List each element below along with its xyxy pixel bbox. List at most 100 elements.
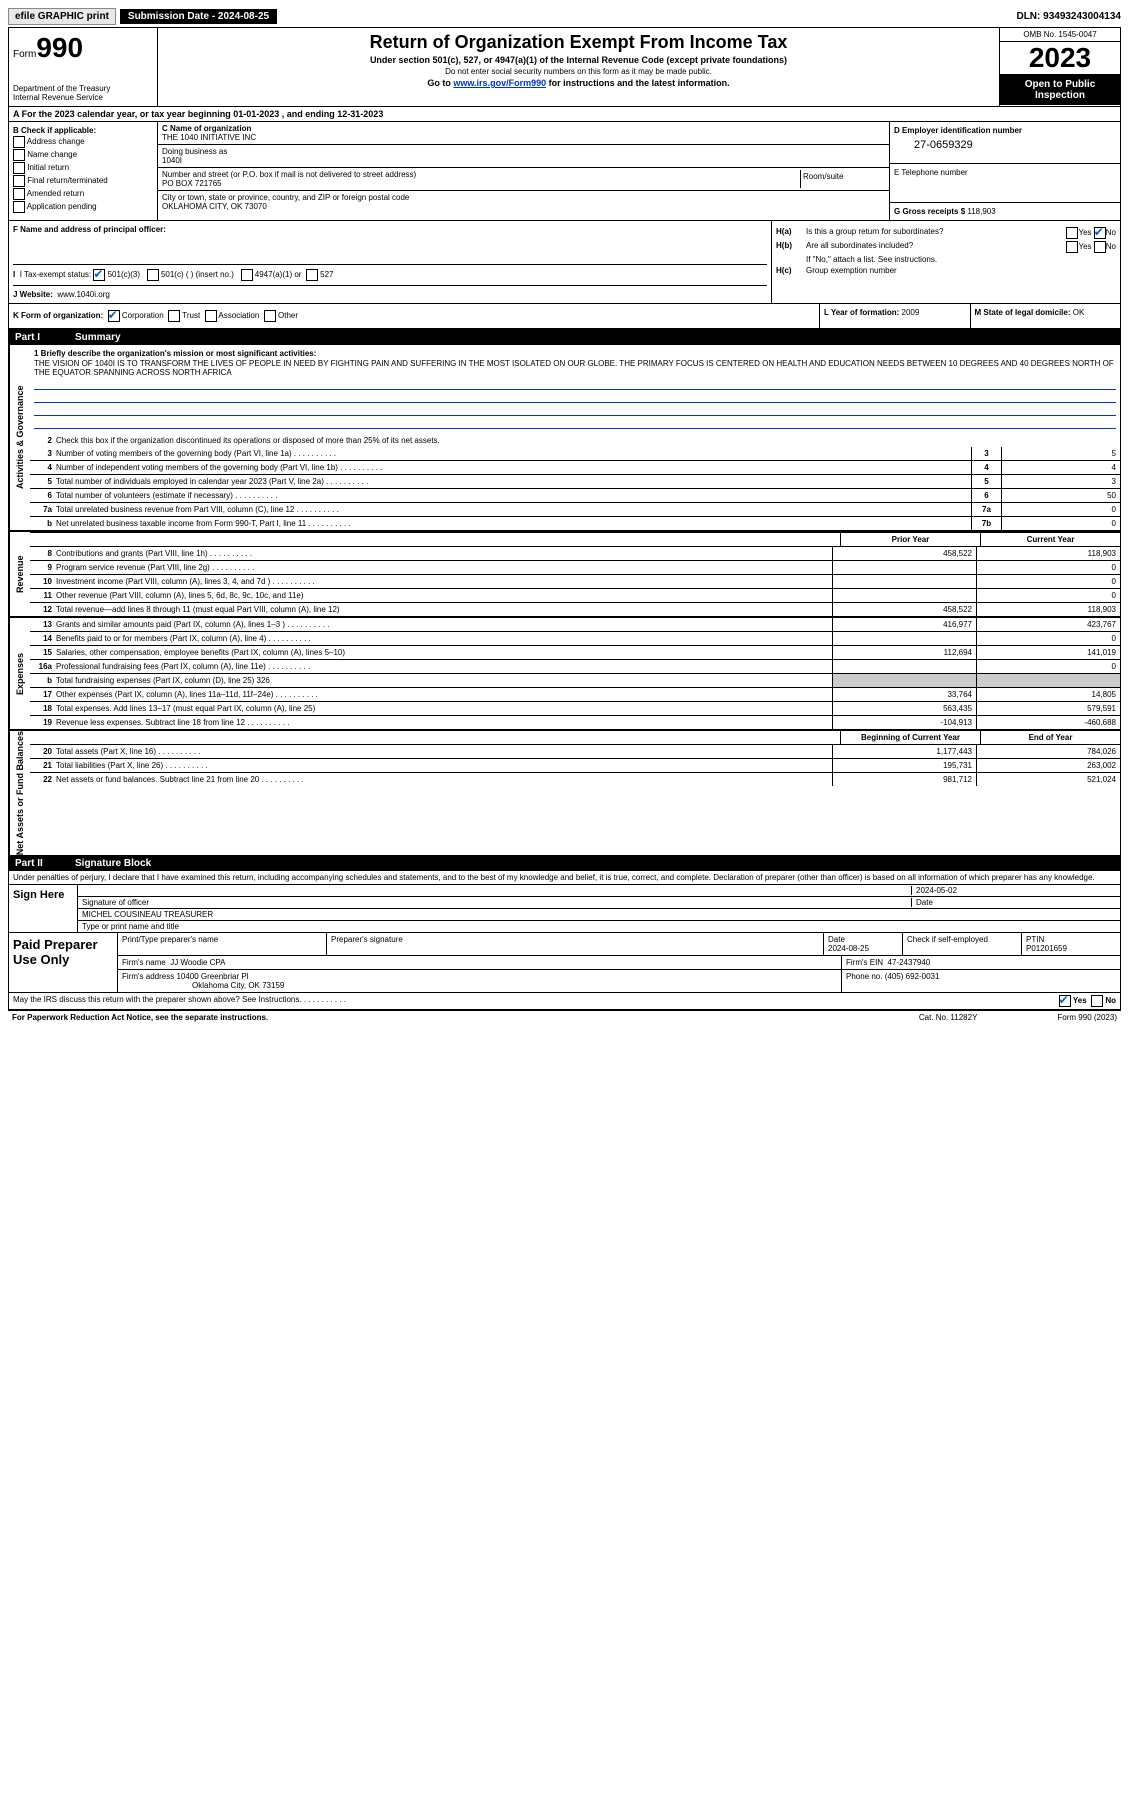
chk-app-pending[interactable] — [13, 201, 25, 213]
chk-final-return[interactable] — [13, 175, 25, 187]
officer-name: MICHEL COUSINEAU TREASURER — [82, 910, 1116, 919]
mission-label: 1 Briefly describe the organization's mi… — [34, 349, 1116, 358]
line12-p: 458,522 — [832, 603, 976, 616]
line9: Program service revenue (Part VIII, line… — [54, 561, 832, 574]
line3: Number of voting members of the governin… — [54, 447, 971, 460]
line18-p: 563,435 — [832, 702, 976, 715]
chk-discuss-no[interactable] — [1091, 995, 1103, 1007]
chk-501c[interactable] — [147, 269, 159, 281]
discuss-yes: Yes — [1073, 996, 1087, 1005]
goto-pre: Go to — [427, 78, 453, 88]
firm-ein-label: Firm's EIN — [846, 958, 883, 967]
col-prior: Prior Year — [840, 533, 980, 546]
line4: Number of independent voting members of … — [54, 461, 971, 474]
chk-address-change[interactable] — [13, 136, 25, 148]
firm-name: JJ Woodie CPA — [170, 958, 225, 967]
submission-date: Submission Date - 2024-08-25 — [120, 9, 277, 24]
line12: Total revenue—add lines 8 through 11 (mu… — [54, 603, 832, 616]
line19-c: -460,688 — [976, 716, 1120, 729]
website-label: J Website: — [13, 290, 53, 299]
opt-527: 527 — [320, 270, 333, 279]
chk-501c3[interactable] — [93, 269, 105, 281]
section-b-check: B Check if applicable: Address change Na… — [9, 122, 158, 220]
irs-link[interactable]: www.irs.gov/Form990 — [453, 78, 546, 88]
chk-hb-yes[interactable] — [1066, 241, 1078, 253]
line18: Total expenses. Add lines 13–17 (must eq… — [54, 702, 832, 715]
prep-sig-label: Preparer's signature — [327, 933, 824, 955]
ptin-label: PTIN — [1026, 935, 1044, 944]
chk-527[interactable] — [306, 269, 318, 281]
line7b: Net unrelated business taxable income fr… — [54, 517, 971, 530]
line2: Check this box if the organization disco… — [54, 434, 1120, 447]
line14-c: 0 — [976, 632, 1120, 645]
line18-c: 579,591 — [976, 702, 1120, 715]
chk-ha-yes[interactable] — [1066, 227, 1078, 239]
year-formation-label: L Year of formation: — [824, 308, 902, 317]
efile-button[interactable]: efile GRAPHIC print — [8, 8, 116, 25]
lbl-initial-return: Initial return — [27, 163, 69, 172]
vtab-revenue: Revenue — [9, 532, 30, 616]
city-label: City or town, state or province, country… — [162, 193, 409, 202]
chk-initial-return[interactable] — [13, 162, 25, 174]
line6-val: 50 — [1001, 489, 1120, 502]
hb-no: No — [1106, 242, 1116, 251]
line20-c: 784,026 — [976, 745, 1120, 758]
city-value: OKLAHOMA CITY, OK 73070 — [162, 202, 267, 211]
perjury-text: Under penalties of perjury, I declare th… — [9, 871, 1120, 885]
line19-p: -104,913 — [832, 716, 976, 729]
line20: Total assets (Part X, line 16) — [54, 745, 832, 758]
hc-display: Group exemption number — [806, 266, 1116, 275]
chk-amended-return[interactable] — [13, 188, 25, 200]
lbl-name-change: Name change — [27, 150, 77, 159]
line21-c: 263,002 — [976, 759, 1120, 772]
chk-corp[interactable] — [108, 310, 120, 322]
line7b-box: 7b — [971, 517, 1001, 530]
chk-hb-no[interactable] — [1094, 241, 1106, 253]
vtab-net-assets: Net Assets or Fund Balances — [9, 731, 30, 855]
gross-value: 118,903 — [967, 207, 995, 216]
line8-p: 458,522 — [832, 547, 976, 560]
line16a-c: 0 — [976, 660, 1120, 673]
line11: Other revenue (Part VIII, column (A), li… — [54, 589, 832, 602]
line15-p: 112,694 — [832, 646, 976, 659]
chk-4947[interactable] — [241, 269, 253, 281]
sig-officer-label: Signature of officer — [82, 898, 911, 907]
firm-ein: 47-2437940 — [888, 958, 931, 967]
chk-discuss-yes[interactable] — [1059, 995, 1071, 1007]
firm-addr2: Oklahoma City, OK 73159 — [122, 981, 284, 990]
part1-title: Summary — [75, 332, 121, 343]
line10-p — [832, 575, 976, 588]
vtab-expenses: Expenses — [9, 618, 30, 729]
line8-c: 118,903 — [976, 547, 1120, 560]
line5: Total number of individuals employed in … — [54, 475, 971, 488]
line16b: Total fundraising expenses (Part IX, col… — [54, 674, 832, 687]
opt-corp: Corporation — [122, 311, 164, 320]
col-begin: Beginning of Current Year — [840, 731, 980, 744]
chk-assoc[interactable] — [205, 310, 217, 322]
ha-display: Is this a group return for subordinates? — [806, 227, 1066, 239]
dba-label: Doing business as — [162, 147, 227, 156]
prep-name-label: Print/Type preparer's name — [118, 933, 327, 955]
line6: Total number of volunteers (estimate if … — [54, 489, 971, 502]
paid-preparer-label: Paid Preparer Use Only — [9, 933, 118, 992]
org-name: THE 1040 INITIATIVE INC — [162, 133, 256, 142]
chk-other[interactable] — [264, 310, 276, 322]
footer-paperwork: For Paperwork Reduction Act Notice, see … — [12, 1013, 919, 1022]
firm-addr-label: Firm's address — [122, 972, 174, 981]
state-domicile-label: M State of legal domicile: — [975, 308, 1073, 317]
vtab-governance: Activities & Governance — [9, 345, 30, 530]
hb-yes: Yes — [1078, 242, 1091, 251]
line3-box: 3 — [971, 447, 1001, 460]
chk-trust[interactable] — [168, 310, 180, 322]
line22-p: 981,712 — [832, 773, 976, 786]
chk-ha-no[interactable] — [1094, 227, 1106, 239]
line10: Investment income (Part VIII, column (A)… — [54, 575, 832, 588]
chk-name-change[interactable] — [13, 149, 25, 161]
dept-treasury: Department of the Treasury Internal Reve… — [13, 84, 153, 102]
phone-value: (405) 692-0031 — [885, 972, 940, 981]
hb-display: Are all subordinates included? — [806, 241, 1066, 253]
form-org-label: K Form of organization: — [13, 311, 103, 320]
omb-number: OMB No. 1545-0047 — [1000, 28, 1120, 42]
opt-other: Other — [278, 311, 298, 320]
line22: Net assets or fund balances. Subtract li… — [54, 773, 832, 786]
